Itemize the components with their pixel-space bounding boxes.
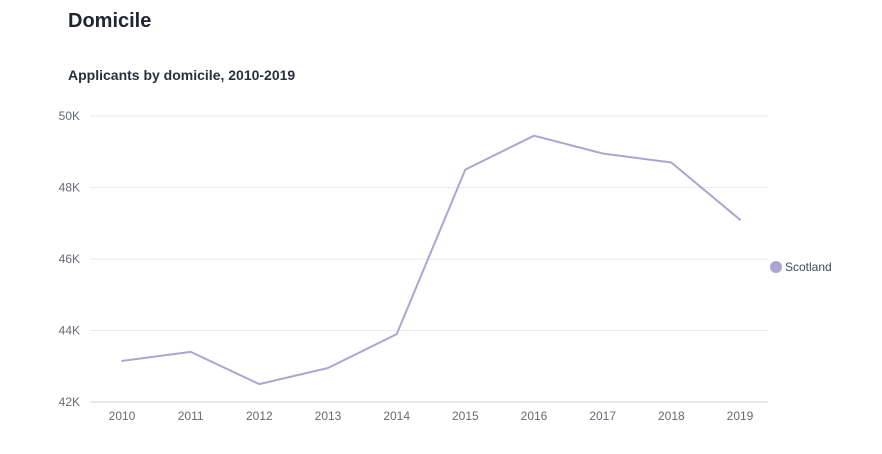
- y-tick-label: 42K: [59, 395, 80, 409]
- x-tick-label: 2014: [383, 409, 410, 423]
- x-tick-label: 2012: [246, 409, 273, 423]
- y-axis-ticks: 42K 44K 46K 48K 50K: [59, 109, 80, 409]
- data-point[interactable]: [734, 214, 746, 226]
- y-tick-label: 50K: [59, 109, 80, 123]
- x-tick-label: 2018: [658, 409, 685, 423]
- y-tick-label: 48K: [59, 181, 80, 195]
- legend[interactable]: Scotland: [770, 260, 832, 274]
- section-title: Domicile: [68, 10, 152, 32]
- legend-label: Scotland: [785, 260, 832, 274]
- data-point[interactable]: [665, 156, 677, 168]
- x-axis-ticks: 2010 2011 2012 2013 2014 2015 2016 2017 2018 2019: [109, 409, 754, 423]
- x-tick-label: 2017: [589, 409, 616, 423]
- legend-item[interactable]: Scotland: [770, 260, 832, 274]
- data-point[interactable]: [253, 378, 265, 390]
- series-lines: [116, 130, 746, 390]
- data-point[interactable]: [528, 130, 540, 142]
- x-tick-label: 2015: [452, 409, 479, 423]
- y-tick-label: 46K: [59, 252, 80, 266]
- x-tick-label: 2016: [521, 409, 548, 423]
- data-point[interactable]: [185, 346, 197, 358]
- data-point[interactable]: [322, 362, 334, 374]
- legend-swatch: [770, 261, 782, 273]
- x-tick-label: 2019: [727, 409, 754, 423]
- chart-title: Applicants by domicile, 2010-2019: [68, 67, 296, 83]
- x-tick-label: 2010: [109, 409, 136, 423]
- data-point[interactable]: [391, 328, 403, 340]
- series-line-scotland[interactable]: [121, 134, 741, 386]
- data-point[interactable]: [459, 164, 471, 176]
- x-tick-label: 2011: [178, 409, 204, 423]
- x-tick-label: 2013: [315, 409, 342, 423]
- y-tick-label: 44K: [59, 324, 80, 338]
- data-point[interactable]: [116, 355, 128, 367]
- data-point[interactable]: [597, 148, 609, 160]
